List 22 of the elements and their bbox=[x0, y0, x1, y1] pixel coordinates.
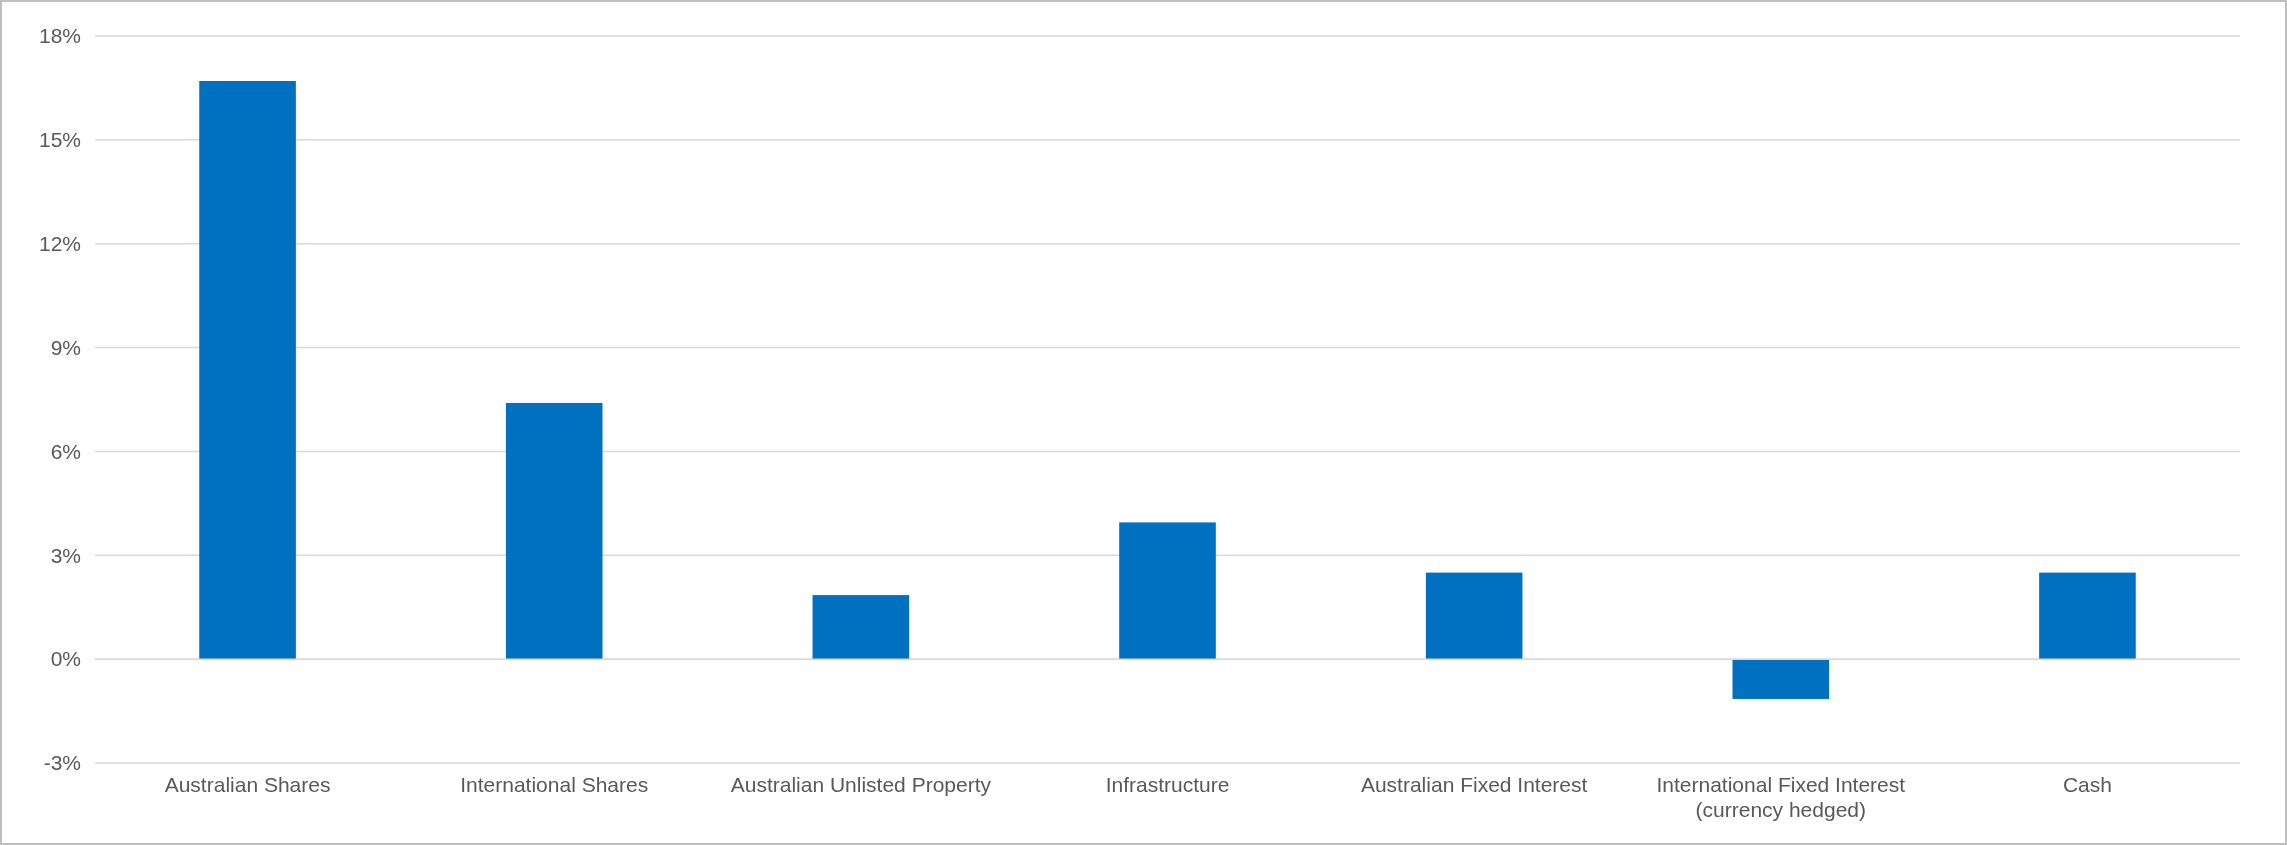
bar bbox=[199, 81, 296, 660]
bar bbox=[2039, 572, 2136, 660]
x-tick-label: International Shares bbox=[460, 772, 649, 796]
x-tick-label: International Fixed Interest (currency hedged) bbox=[1656, 772, 1906, 822]
bar bbox=[812, 595, 910, 660]
bar bbox=[505, 402, 603, 660]
x-tick-label: Infrastructure bbox=[1105, 772, 1230, 796]
y-tick-label: 15% bbox=[38, 128, 81, 152]
x-tick-label: Cash bbox=[2062, 772, 2112, 796]
y-tick-label: 3% bbox=[50, 543, 81, 567]
x-tick-label: Australian Fixed Interest bbox=[1360, 772, 1588, 796]
y-tick-label: 9% bbox=[50, 335, 81, 359]
bar bbox=[1425, 572, 1523, 660]
y-tick-label: -3% bbox=[43, 751, 81, 775]
bar bbox=[1119, 522, 1216, 660]
y-tick-label: 18% bbox=[38, 24, 81, 48]
y-tick-label: 0% bbox=[50, 647, 81, 671]
bar bbox=[1732, 659, 1830, 699]
x-tick-label: Australian Shares bbox=[164, 772, 331, 796]
y-tick-label: 12% bbox=[38, 231, 81, 255]
x-tick-label: Australian Unlisted Property bbox=[730, 772, 992, 796]
y-tick-label: 6% bbox=[50, 439, 81, 463]
